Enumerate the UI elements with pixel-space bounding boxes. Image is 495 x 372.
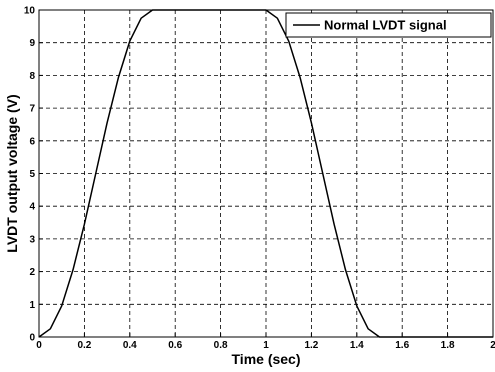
y-tick-label: 7 xyxy=(29,104,35,115)
x-tick-label: 1.8 xyxy=(441,340,455,351)
x-tick-label: 1 xyxy=(263,340,269,351)
legend: Normal LVDT signal xyxy=(285,12,492,38)
y-tick-label: 9 xyxy=(29,38,35,49)
x-tick-label: 2 xyxy=(490,340,495,351)
legend-entry-label: Normal LVDT signal xyxy=(324,18,447,33)
y-tick-label: 1 xyxy=(29,300,35,311)
y-tick-label: 4 xyxy=(29,202,35,213)
y-tick-label: 6 xyxy=(29,136,35,147)
x-tick-label: 1.6 xyxy=(395,340,409,351)
y-tick-label: 10 xyxy=(24,6,36,17)
x-tick-label: 0.2 xyxy=(77,340,91,351)
x-tick-label: 0.8 xyxy=(214,340,228,351)
x-tick-label: 1.4 xyxy=(350,340,364,351)
y-tick-label: 3 xyxy=(29,234,35,245)
x-tick-label: 0.6 xyxy=(168,340,182,351)
y-tick-label: 2 xyxy=(29,267,35,278)
y-tick-label: 0 xyxy=(29,333,35,344)
x-tick-label: 0 xyxy=(36,340,42,351)
y-tick-label: 5 xyxy=(29,169,35,180)
y-axis-label: LVDT output voltage (V) xyxy=(4,94,20,252)
x-axis-label: Time (sec) xyxy=(232,351,301,367)
x-tick-label: 1.2 xyxy=(304,340,318,351)
legend-box xyxy=(285,12,492,38)
x-tick-label: 0.4 xyxy=(123,340,137,351)
grid-lines xyxy=(39,10,493,337)
y-tick-label: 8 xyxy=(29,71,35,82)
tick-layer: 0 0.2 0.4 0.6 0.8 1 1.2 1.4 1.6 1.8 2 0 1 2 3 4 5 6 7 8 9 10 xyxy=(24,6,495,352)
